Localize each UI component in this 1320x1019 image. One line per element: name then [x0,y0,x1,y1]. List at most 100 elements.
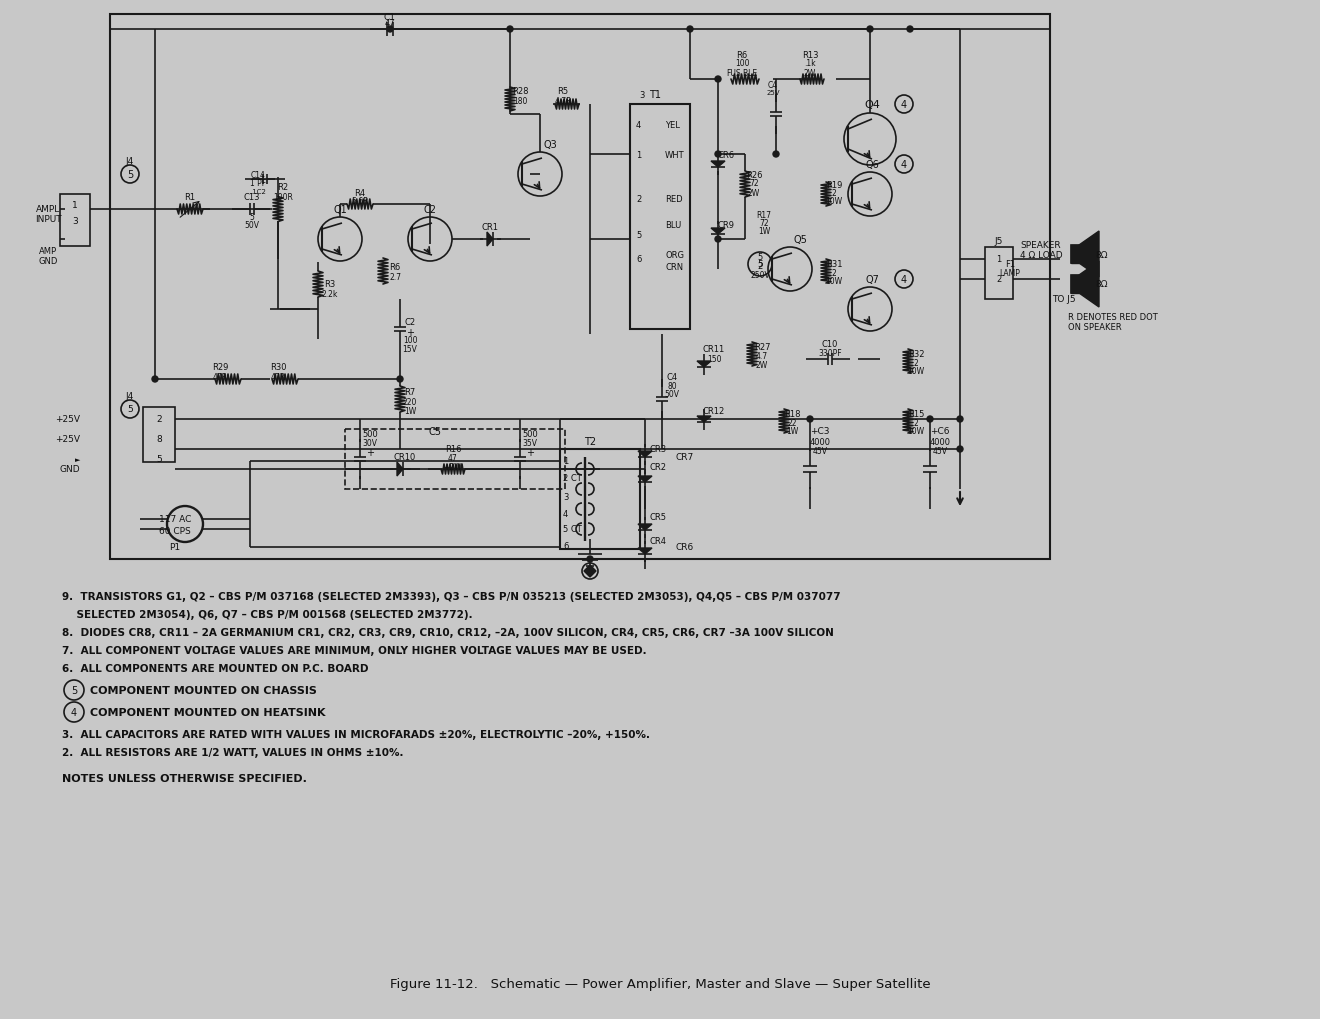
Text: 5: 5 [636,230,642,239]
Text: C5: C5 [429,427,441,436]
Text: INPUT: INPUT [34,215,61,224]
Text: T2: T2 [583,436,597,446]
Text: WHT: WHT [665,151,685,159]
Text: 4: 4 [902,100,907,110]
Bar [630,105,690,330]
Text: R31: R31 [826,260,842,269]
Text: 150: 150 [706,356,721,364]
Text: R17: R17 [756,210,771,219]
Text: 2: 2 [832,190,837,199]
Polygon shape [1071,246,1078,264]
Polygon shape [697,417,711,423]
Polygon shape [1071,276,1078,293]
Text: 10W: 10W [825,198,842,206]
Text: CR12: CR12 [702,408,725,416]
Bar [985,248,1012,300]
Text: 1: 1 [997,255,1002,264]
Text: 45V: 45V [932,447,948,457]
Text: 2: 2 [913,359,919,368]
Bar [110,15,1049,559]
Circle shape [715,152,721,158]
Polygon shape [1078,262,1100,308]
Circle shape [686,26,693,33]
Bar [560,449,640,549]
Text: 180: 180 [512,97,527,105]
Text: +: + [525,447,535,458]
Text: R32: R32 [908,351,924,359]
Text: RED: RED [665,196,682,204]
Text: 250V: 250V [750,271,770,280]
Text: R5: R5 [557,88,569,97]
Text: P1: P1 [169,543,181,552]
Circle shape [867,26,873,33]
Text: AMP: AMP [38,248,57,256]
Text: 4.7R: 4.7R [554,97,572,105]
Circle shape [957,446,964,452]
Text: J5: J5 [995,237,1003,247]
Circle shape [397,377,403,382]
Text: 6.  ALL COMPONENTS ARE MOUNTED ON P.C. BOARD: 6. ALL COMPONENTS ARE MOUNTED ON P.C. BO… [62,663,368,674]
Circle shape [957,417,964,423]
Text: +2W: +2W [444,463,462,472]
Text: ORG: ORG [665,251,684,259]
Text: .1k: .1k [804,59,816,68]
Text: BLU: BLU [665,220,681,229]
Text: 8.  DIODES CR8, CR11 – 2A GERMANIUM CR1, CR2, CR3, CR9, CR10, CR12, –2A, 100V SI: 8. DIODES CR8, CR11 – 2A GERMANIUM CR1, … [62,628,834,637]
Bar [1071,246,1078,264]
Circle shape [907,26,913,33]
Text: FUS.BLE: FUS.BLE [726,68,758,77]
Text: CR5: CR5 [649,513,667,522]
Text: 10W: 10W [825,277,842,286]
Bar [345,430,565,489]
Text: CR10: CR10 [393,453,416,462]
Text: C1: C1 [384,13,396,22]
Text: 1W: 1W [785,427,799,436]
Text: R4: R4 [355,189,366,198]
Text: CR6: CR6 [676,543,694,552]
Text: 4: 4 [564,510,568,519]
Text: T1: T1 [649,90,661,100]
Text: 1: 1 [636,151,642,159]
Text: 2W: 2W [756,361,768,370]
Text: 47R: 47R [271,373,285,382]
Text: R1: R1 [185,194,195,203]
Text: Q7: Q7 [865,275,879,284]
Text: 10W: 10W [907,427,924,436]
Text: C13: C13 [244,194,260,203]
Text: 45V: 45V [813,447,828,457]
Text: 50V: 50V [244,221,260,230]
Text: 4: 4 [902,160,907,170]
Bar [143,408,176,463]
Bar [59,195,90,247]
Text: 330PF: 330PF [818,350,842,358]
Text: GND: GND [38,257,58,266]
Circle shape [387,26,393,33]
Text: R30: R30 [269,363,286,372]
Text: 8Ω: 8Ω [1096,251,1107,259]
Circle shape [152,377,158,382]
Text: 6: 6 [636,255,642,264]
Text: 4 Ω LOAD: 4 Ω LOAD [1020,251,1063,259]
Text: 5 CT: 5 CT [564,525,582,534]
Text: R6: R6 [389,263,401,272]
Text: R16: R16 [445,445,461,454]
Text: 72: 72 [750,179,759,189]
Text: C4: C4 [768,81,777,90]
Circle shape [927,417,933,423]
Text: R29: R29 [211,363,228,372]
Text: R13: R13 [801,51,818,59]
Polygon shape [711,162,725,168]
Text: 2W: 2W [748,189,760,198]
Circle shape [715,236,721,243]
Text: 220: 220 [403,398,417,408]
Text: 8: 8 [156,435,162,444]
Text: LAMP: LAMP [999,269,1020,278]
Text: R26: R26 [746,170,762,179]
Text: F1: F1 [1005,260,1015,269]
Text: 3: 3 [73,217,78,226]
Text: 3: 3 [564,493,569,502]
Text: 6: 6 [564,542,569,551]
Text: R3: R3 [325,280,335,289]
Text: 15V: 15V [403,345,417,355]
Text: 1W: 1W [758,226,770,235]
